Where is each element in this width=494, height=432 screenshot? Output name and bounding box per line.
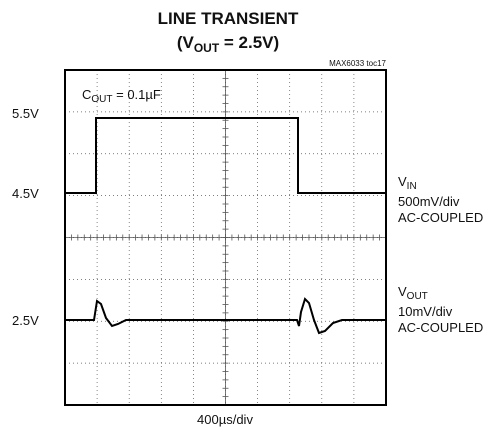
vin-coupling: AC-COUPLED	[398, 210, 483, 225]
plot-frame	[64, 69, 387, 406]
vin-scale: 500mV/div	[398, 194, 460, 209]
left-label: 5.5V	[12, 106, 39, 121]
annotation: COUT = 0.1µF	[82, 87, 161, 105]
vin-trace	[65, 117, 386, 194]
title: LINE TRANSIENT	[158, 9, 299, 28]
vout-label: VOUT	[398, 284, 428, 302]
vout-trace	[65, 297, 386, 335]
subtitle: (VOUT = 2.5V)	[177, 33, 279, 55]
grid	[65, 70, 386, 405]
left-label: 4.5V	[12, 186, 39, 201]
vout-coupling: AC-COUPLED	[398, 320, 483, 335]
figure-tag: MAX6033 toc17	[329, 59, 386, 68]
left-label: 2.5V	[12, 313, 39, 328]
vin-label: VIN	[398, 174, 417, 192]
x-scale: 400µs/div	[197, 412, 253, 427]
vout-scale: 10mV/div	[398, 304, 453, 319]
